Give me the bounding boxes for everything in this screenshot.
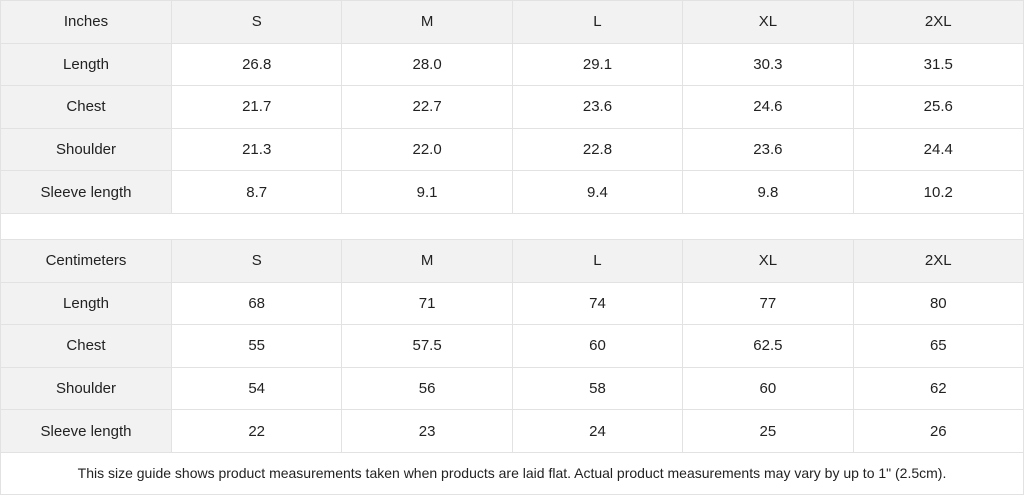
size-header: M [341,238,513,283]
measurement-cell: 80 [852,281,1024,326]
table-row: Chest 21.7 22.7 23.6 24.6 25.6 [0,85,1024,129]
spacer-cell [0,212,1024,240]
measurement-cell: 54 [170,366,343,411]
measurement-cell: 22.0 [341,127,513,172]
measurement-cell: 77 [682,281,854,326]
measurement-cell: 26.8 [170,42,343,87]
measurement-cell: 24.4 [852,127,1024,172]
measurement-cell: 25.6 [852,85,1024,129]
measurement-cell: 23.6 [682,127,854,172]
unit-header: Centimeters [0,238,172,283]
size-header: L [511,238,684,283]
footnote-row: This size guide shows product measuremen… [0,451,1024,495]
measurement-cell: 9.1 [341,170,513,214]
measurement-cell: 26 [852,409,1024,453]
row-label: Length [0,281,172,326]
size-header: XL [682,0,854,44]
header-row: Inches S M L XL 2XL [0,0,1024,44]
measurement-cell: 10.2 [852,170,1024,214]
row-label: Length [0,42,172,87]
table-spacer [0,212,1024,240]
measurement-cell: 22.7 [341,85,513,129]
table-row: Sleeve length 22 23 24 25 26 [0,409,1024,453]
measurement-cell: 21.7 [170,85,343,129]
measurement-cell: 24 [511,409,684,453]
measurement-cell: 22 [170,409,343,453]
measurement-cell: 23 [341,409,513,453]
measurement-cell: 56 [341,366,513,411]
row-label: Shoulder [0,366,172,411]
table-row: Chest 55 57.5 60 62.5 65 [0,324,1024,368]
row-label: Sleeve length [0,170,172,214]
measurement-cell: 55 [170,324,343,368]
measurement-cell: 58 [511,366,684,411]
row-label: Chest [0,85,172,129]
measurement-cell: 9.8 [682,170,854,214]
measurement-cell: 8.7 [170,170,343,214]
size-header: 2XL [852,0,1024,44]
measurement-cell: 71 [341,281,513,326]
measurement-cell: 68 [170,281,343,326]
table-row: Sleeve length 8.7 9.1 9.4 9.8 10.2 [0,170,1024,214]
measurement-cell: 28.0 [341,42,513,87]
measurement-cell: 22.8 [511,127,684,172]
measurement-cell: 62 [852,366,1024,411]
measurement-cell: 31.5 [852,42,1024,87]
table-row: Length 68 71 74 77 80 [0,281,1024,326]
measurement-cell: 62.5 [682,324,854,368]
size-header: L [511,0,684,44]
measurement-cell: 21.3 [170,127,343,172]
header-row: Centimeters S M L XL 2XL [0,238,1024,283]
size-header: S [170,0,343,44]
table-row: Shoulder 54 56 58 60 62 [0,366,1024,411]
measurement-cell: 23.6 [511,85,684,129]
row-label: Sleeve length [0,409,172,453]
footnote: This size guide shows product measuremen… [0,451,1024,495]
row-label: Chest [0,324,172,368]
table-row: Length 26.8 28.0 29.1 30.3 31.5 [0,42,1024,87]
measurement-cell: 57.5 [341,324,513,368]
measurement-cell: 60 [682,366,854,411]
size-header: XL [682,238,854,283]
row-label: Shoulder [0,127,172,172]
unit-header: Inches [0,0,172,44]
measurement-cell: 25 [682,409,854,453]
measurement-cell: 65 [852,324,1024,368]
size-header: S [170,238,343,283]
size-header: 2XL [852,238,1024,283]
measurement-cell: 9.4 [511,170,684,214]
size-header: M [341,0,513,44]
table-row: Shoulder 21.3 22.0 22.8 23.6 24.4 [0,127,1024,172]
measurement-cell: 30.3 [682,42,854,87]
measurement-cell: 29.1 [511,42,684,87]
measurement-cell: 60 [511,324,684,368]
measurement-cell: 24.6 [682,85,854,129]
measurement-cell: 74 [511,281,684,326]
